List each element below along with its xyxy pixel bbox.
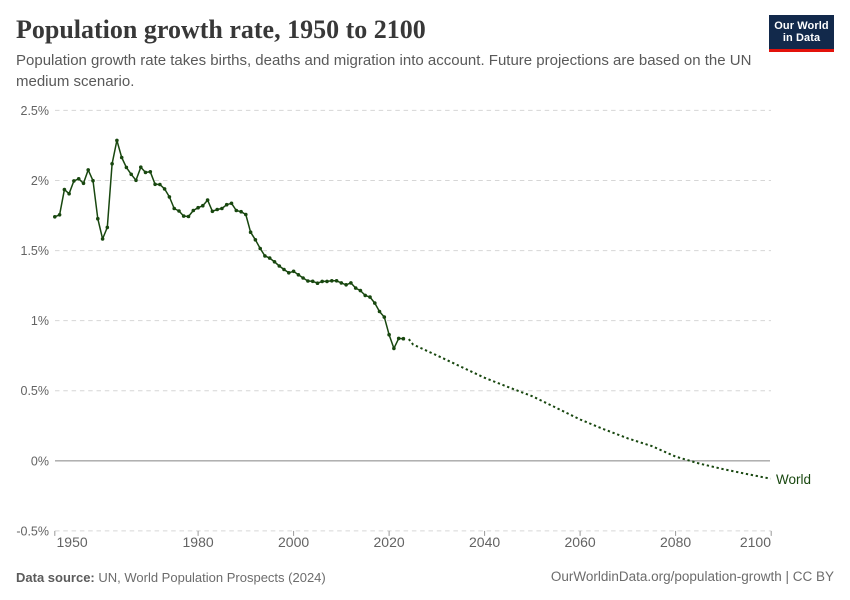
svg-text:1%: 1%	[31, 314, 49, 328]
svg-text:1.5%: 1.5%	[21, 244, 50, 258]
svg-text:2%: 2%	[31, 174, 49, 188]
svg-text:2060: 2060	[565, 534, 596, 550]
svg-text:2040: 2040	[469, 534, 500, 550]
svg-text:0.5%: 0.5%	[21, 384, 50, 398]
svg-text:2.5%: 2.5%	[21, 104, 50, 118]
svg-text:2020: 2020	[374, 534, 405, 550]
svg-text:2000: 2000	[278, 534, 309, 550]
svg-text:1980: 1980	[183, 534, 214, 550]
svg-text:1950: 1950	[57, 534, 88, 550]
svg-text:World: World	[776, 472, 811, 487]
svg-text:-0.5%: -0.5%	[16, 524, 49, 538]
svg-text:0%: 0%	[31, 454, 49, 468]
svg-text:2080: 2080	[660, 534, 691, 550]
svg-text:2100: 2100	[740, 534, 771, 550]
